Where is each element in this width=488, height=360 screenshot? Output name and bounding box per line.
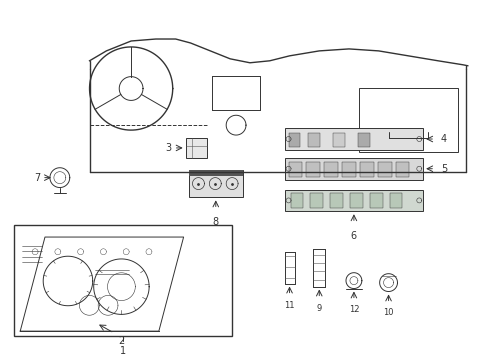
Bar bbox=[188, 170, 243, 176]
Text: 12: 12 bbox=[348, 305, 358, 314]
Text: 4: 4 bbox=[440, 134, 446, 144]
Bar bbox=[357, 133, 369, 147]
Text: 9: 9 bbox=[316, 305, 321, 314]
Bar bbox=[308, 133, 320, 147]
Text: 2: 2 bbox=[118, 336, 124, 346]
Bar bbox=[310, 193, 323, 208]
Bar bbox=[284, 158, 422, 180]
Bar bbox=[188, 170, 243, 197]
Bar bbox=[290, 193, 303, 208]
Bar bbox=[288, 133, 300, 147]
Bar bbox=[341, 162, 355, 177]
Bar bbox=[288, 162, 302, 177]
Bar bbox=[329, 193, 342, 208]
Text: 11: 11 bbox=[284, 301, 294, 310]
Bar bbox=[185, 138, 207, 158]
Bar bbox=[395, 162, 408, 177]
Bar bbox=[349, 193, 362, 208]
Bar bbox=[284, 128, 422, 150]
Bar bbox=[358, 87, 457, 152]
Text: 1: 1 bbox=[120, 346, 126, 356]
Text: 5: 5 bbox=[440, 164, 447, 174]
Bar bbox=[377, 162, 391, 177]
Bar bbox=[14, 225, 232, 336]
Bar bbox=[359, 162, 373, 177]
Bar bbox=[284, 189, 422, 211]
Text: 3: 3 bbox=[165, 143, 171, 153]
Text: 7: 7 bbox=[34, 173, 40, 183]
Text: 10: 10 bbox=[383, 309, 393, 318]
Text: 6: 6 bbox=[350, 231, 356, 241]
Bar bbox=[324, 162, 337, 177]
Bar bbox=[369, 193, 382, 208]
Bar bbox=[389, 193, 402, 208]
Text: 8: 8 bbox=[212, 217, 219, 227]
Bar bbox=[332, 133, 345, 147]
Bar bbox=[306, 162, 320, 177]
